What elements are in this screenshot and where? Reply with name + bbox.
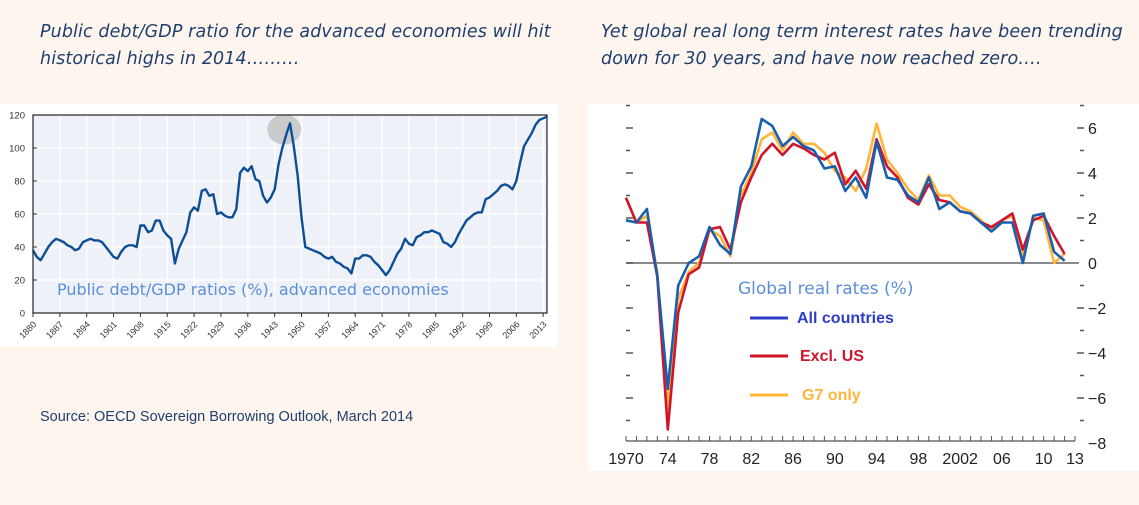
- legend-label: All countries: [797, 310, 894, 327]
- y-tick-label: 20: [14, 276, 25, 287]
- y-tick-label: 100: [9, 144, 25, 155]
- x-tick-label: 1894: [71, 319, 92, 340]
- left-headline: Public debt/GDP ratio for the advanced e…: [40, 22, 551, 69]
- x-tick-label: 1929: [205, 319, 226, 340]
- x-tick-label: 1985: [420, 319, 441, 340]
- plot-border: [32, 114, 548, 314]
- x-tick-label: 13: [1066, 451, 1084, 468]
- x-tick-label: 1978: [393, 319, 414, 340]
- x-tick-label: 74: [659, 451, 677, 468]
- x-tick-label: 82: [742, 451, 760, 468]
- inline-series-label: Global real rates (%): [738, 279, 913, 299]
- x-tick-label: 94: [868, 451, 886, 468]
- x-tick-label: 2006: [500, 319, 521, 340]
- g7-only-line: [624, 122, 1066, 411]
- x-tick-label: 1999: [474, 319, 495, 340]
- rates-chart: 6 4 2 0 −2 −4 −6 −8 1970 74 78 82 86 90 94 98 2002 06 10 13…: [608, 104, 1106, 468]
- x-tick-label: 2013: [527, 319, 548, 340]
- debt-chart: 0 20 40 60 80 100 120 1880 1887 1894 1901 1908 1915 1…: [9, 111, 548, 341]
- x-tick-label: 78: [701, 451, 719, 468]
- legend-label: G7 only: [802, 387, 861, 404]
- x-tick-label: 1887: [44, 319, 65, 340]
- debt-line: [31, 115, 548, 277]
- x-tick-label: 90: [826, 451, 844, 468]
- x-tick-label: 1908: [125, 319, 146, 340]
- y-tick-label: −2: [1088, 301, 1106, 318]
- x-tick-label: 1880: [17, 319, 38, 340]
- x-tick-label: 98: [909, 451, 927, 468]
- y-tick-label: −8: [1088, 436, 1106, 453]
- legend-label: Excl. US: [800, 348, 864, 365]
- y-tick-label: 2: [1088, 211, 1097, 228]
- source-note: Source: OECD Sovereign Borrowing Outlook…: [40, 409, 414, 425]
- rates-chart-panel: 6 4 2 0 −2 −4 −6 −8 1970 74 78 82 86 90 94 98 2002 06 10 13…: [588, 104, 1139, 471]
- y-tick-label: 120: [9, 111, 25, 122]
- y-tick-label: −6: [1088, 391, 1106, 408]
- x-tick-label: 1964: [339, 319, 360, 340]
- y-tick-label: 60: [14, 210, 25, 221]
- y-tick-label: −4: [1088, 346, 1106, 363]
- y-tick-label: 0: [1088, 256, 1097, 273]
- x-tick-label: 1992: [447, 319, 468, 340]
- inline-series-label: Public debt/GDP ratios (%), advanced eco…: [57, 280, 449, 299]
- y-tick-label: 4: [1088, 166, 1097, 183]
- x-tick-label: 1970: [608, 451, 644, 468]
- debt-chart-panel: 0 20 40 60 80 100 120 1880 1887 1894 1901 1908 1915 1…: [0, 104, 558, 347]
- y-tick-label: 40: [14, 243, 25, 254]
- x-tick-label: 86: [784, 451, 802, 468]
- right-headline: Yet global real long term interest rates…: [601, 22, 1123, 69]
- x-tick-label: 1915: [151, 319, 172, 340]
- y-tick-label: 6: [1088, 121, 1097, 138]
- x-tick-label: 1950: [286, 319, 307, 340]
- x-tick-label: 1901: [98, 319, 119, 340]
- y-tick-label: 0: [20, 309, 25, 320]
- x-tick-label: 1957: [313, 319, 334, 340]
- x-tick-label: 1922: [178, 319, 199, 340]
- x-tick-label: 1943: [259, 319, 280, 340]
- x-tick-label: 06: [993, 451, 1011, 468]
- x-tick-label: 10: [1035, 451, 1053, 468]
- x-tick-label: 1936: [232, 319, 253, 340]
- excl-us-line: [624, 138, 1066, 431]
- y-tick-label: 80: [14, 177, 25, 188]
- x-tick-label: 1971: [366, 319, 387, 340]
- x-tick-label: 2002: [942, 451, 978, 468]
- all-countries-line: [625, 117, 1066, 391]
